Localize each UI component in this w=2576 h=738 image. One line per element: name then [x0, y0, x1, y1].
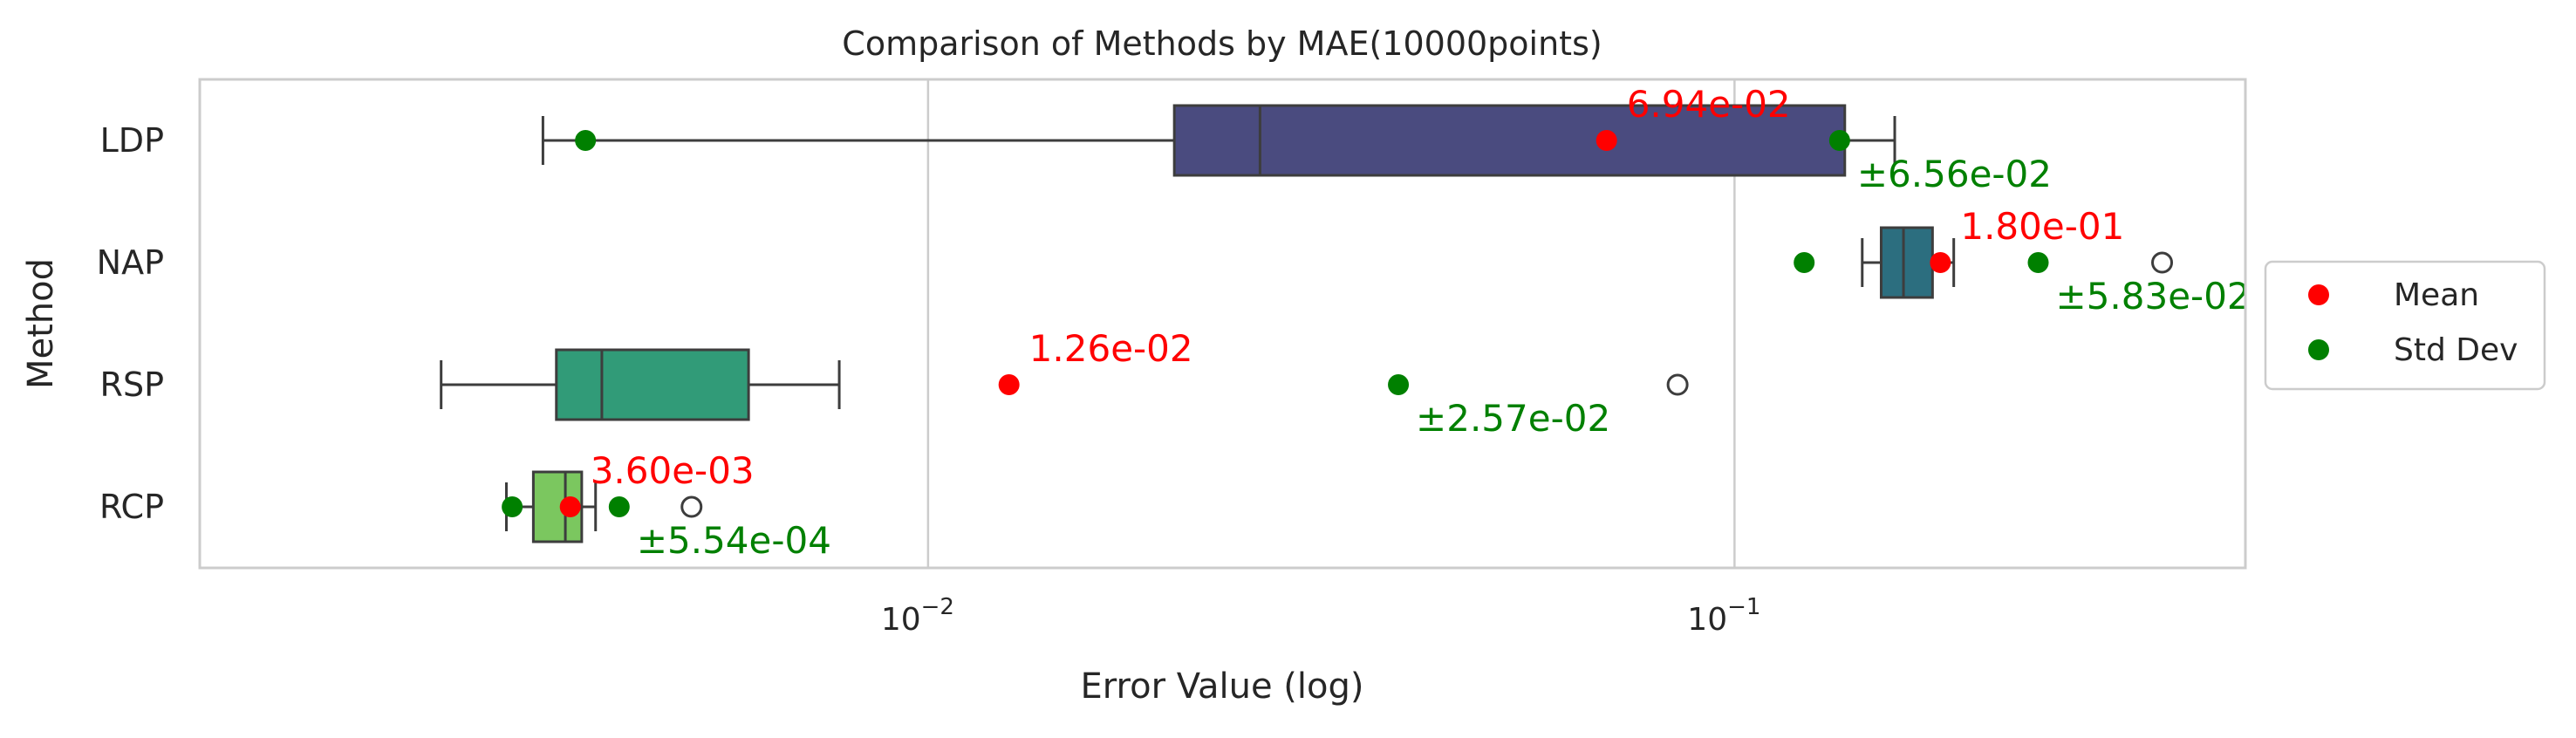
iqr-box-nap	[1879, 226, 1934, 299]
x-ticks: 10−2 10−1	[881, 594, 1761, 638]
outlier-rsp	[1666, 373, 1689, 396]
y-tick-label-nap: NAP	[97, 243, 164, 282]
y-axis-label: Method	[21, 258, 61, 389]
mean-point-rsp	[998, 374, 1020, 395]
std-high-point-rcp	[608, 496, 630, 517]
mean-point-rcp	[559, 496, 581, 517]
legend-label-std-dev: Std Dev	[2394, 332, 2518, 368]
std-high-point-rsp	[1388, 374, 1410, 395]
y-tick-label-rcp: RCP	[99, 488, 164, 526]
std-low-point-rcp	[502, 496, 523, 517]
legend-frame	[2264, 260, 2546, 391]
std-label-rsp: ±2.57e-02	[1416, 397, 1610, 440]
outlier-rcp	[680, 495, 703, 518]
y-tick-label-rsp: RSP	[100, 366, 164, 404]
std-label-rcp: ±5.54e-04	[637, 519, 831, 562]
outlier-nap	[2151, 251, 2174, 274]
plot-frame	[198, 78, 2247, 570]
std-label-nap: ±5.83e-02	[2056, 275, 2251, 318]
chart-title: Comparison of Methods by MAE(10000points…	[842, 24, 1602, 63]
x-tick-label: 10−1	[1687, 594, 1760, 638]
std-high-point-nap	[2027, 252, 2049, 273]
markers-ldp: 6.94e-02 ±6.56e-02	[575, 83, 2052, 195]
markers-nap: 1.80e-01 ±5.83e-02	[1794, 205, 2251, 318]
markers-rsp: 1.26e-02 ±2.57e-02	[998, 327, 1610, 440]
y-tick-label-ldp: LDP	[100, 121, 164, 160]
mean-label-nap: 1.80e-01	[1960, 205, 2124, 248]
mean-label-rcp: 3.60e-03	[591, 449, 755, 492]
std-high-point-ldp	[1828, 130, 1850, 151]
x-tick-label: 10−2	[881, 594, 954, 638]
markers-rcp: 3.60e-03 ±5.54e-04	[502, 449, 831, 562]
mean-std-markers: 6.94e-02 ±6.56e-02 1.80e-01 ±5.83e-02 1.26e-…	[502, 83, 2251, 562]
legend-marker-mean	[2308, 284, 2329, 305]
mean-label-rsp: 1.26e-02	[1029, 327, 1193, 370]
mean-label-ldp: 6.94e-02	[1627, 83, 1791, 126]
iqr-box-rsp	[555, 348, 750, 421]
std-low-point-ldp	[575, 130, 597, 151]
std-label-ldp: ±6.56e-02	[1857, 153, 2052, 195]
std-low-point-nap	[1794, 252, 1815, 273]
mean-point-nap	[1930, 252, 1951, 273]
box-rsp	[440, 348, 1689, 421]
mean-point-ldp	[1595, 130, 1617, 151]
legend-marker-std-dev	[2308, 339, 2329, 360]
x-axis-label: Error Value (log)	[1081, 666, 1364, 707]
legend-label-mean: Mean	[2394, 277, 2479, 313]
legend: Mean Std Dev	[2264, 260, 2546, 391]
y-ticks: LDP NAP RSP RCP	[97, 121, 164, 526]
